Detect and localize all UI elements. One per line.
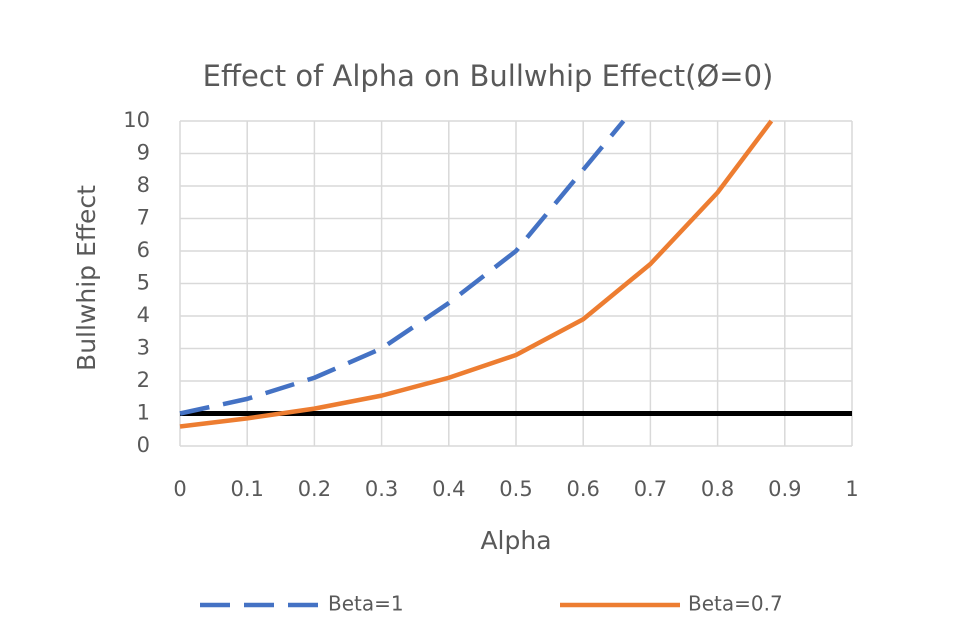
x-tick-label: 0.2	[298, 477, 331, 501]
x-tick-label: 0.7	[634, 477, 667, 501]
x-tick-label: 0.8	[701, 477, 734, 501]
y-tick-label: 7	[137, 206, 150, 230]
x-tick-label: 1	[845, 477, 858, 501]
x-axis-label: Alpha	[480, 526, 551, 555]
y-tick-label: 8	[137, 173, 150, 197]
y-axis-label: Bullwhip Effect	[72, 185, 101, 371]
y-tick-label: 10	[123, 108, 150, 132]
series-line	[179, 119, 774, 429]
series-line	[179, 119, 626, 416]
legend-label: Beta=1	[328, 592, 404, 616]
y-tick-label: 3	[137, 336, 150, 360]
y-tick-label: 1	[137, 401, 150, 425]
y-tick-label: 6	[137, 238, 150, 262]
x-tick-label: 0.9	[768, 477, 801, 501]
x-tick-label: 0	[173, 477, 186, 501]
y-tick-label: 0	[137, 433, 150, 457]
chart-title: Effect of Alpha on Bullwhip Effect(Ø=0)	[203, 59, 774, 93]
legend-label: Beta=0.7	[688, 592, 783, 616]
x-tick-label: 0.3	[365, 477, 398, 501]
y-tick-label: 9	[137, 141, 150, 165]
x-tick-label: 0.1	[230, 477, 263, 501]
y-tick-label: 5	[137, 271, 150, 295]
x-tick-label: 0.5	[499, 477, 532, 501]
x-tick-label: 0.6	[566, 477, 599, 501]
y-tick-label: 4	[137, 303, 150, 327]
y-tick-label: 2	[137, 368, 150, 392]
x-tick-label: 0.4	[432, 477, 465, 501]
